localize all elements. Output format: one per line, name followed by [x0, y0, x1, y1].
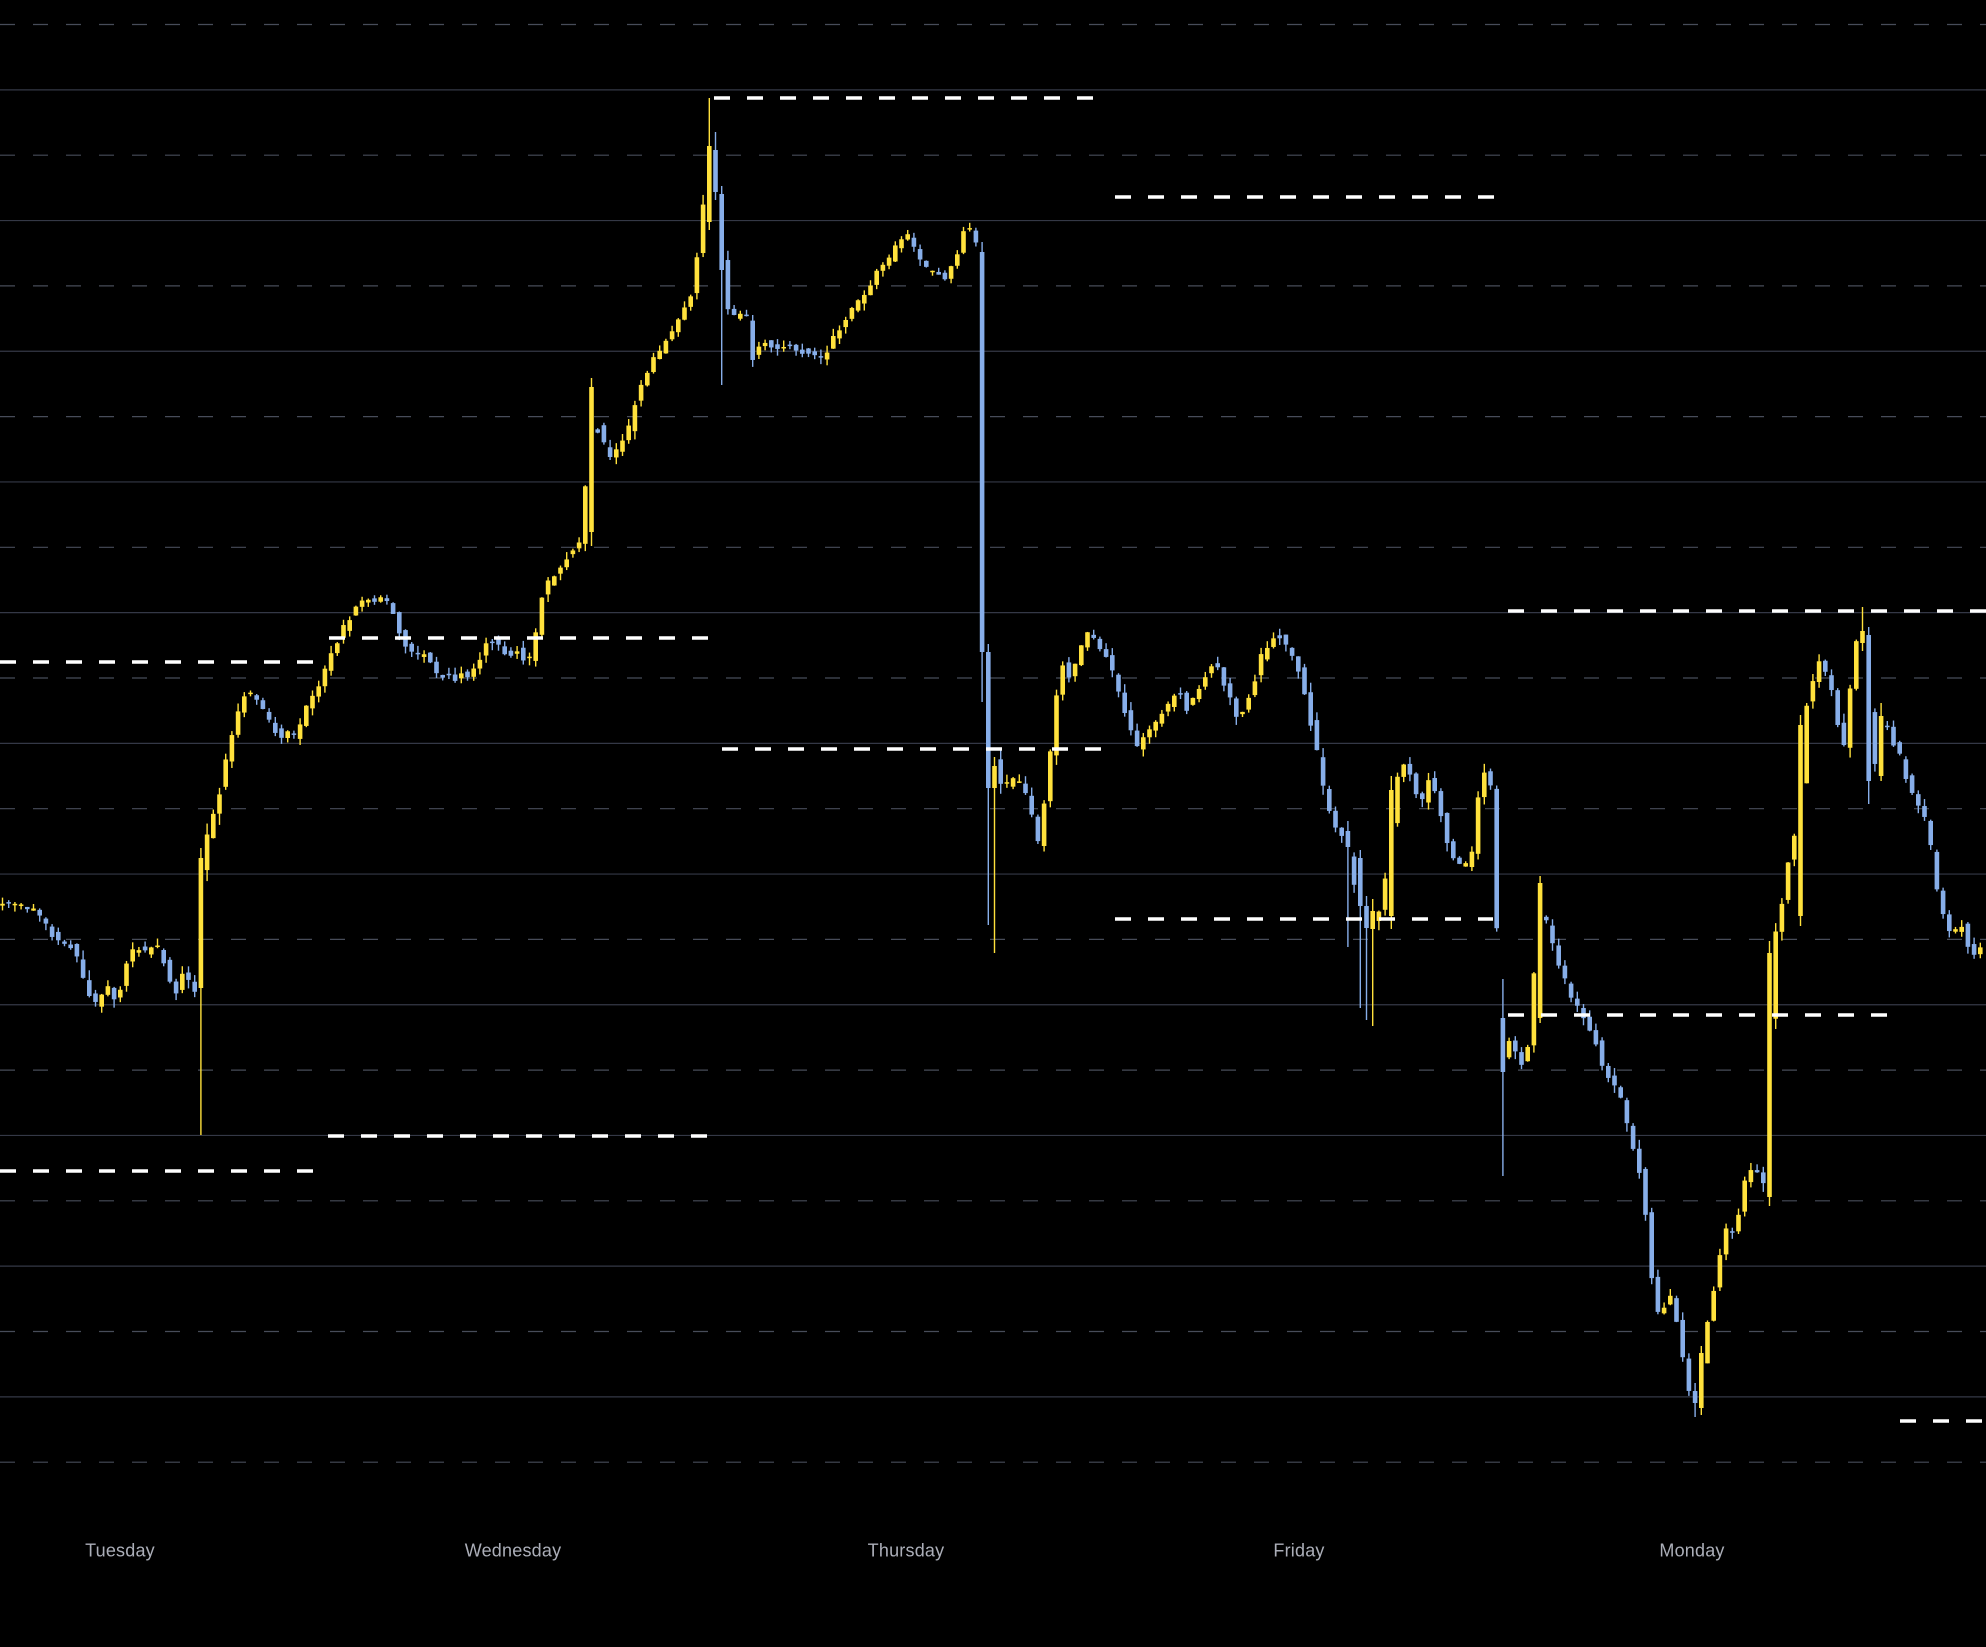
candles-series: [0, 98, 1983, 1417]
session-level-lines: [0, 96, 1986, 1423]
gridlines: [0, 23, 1986, 1463]
